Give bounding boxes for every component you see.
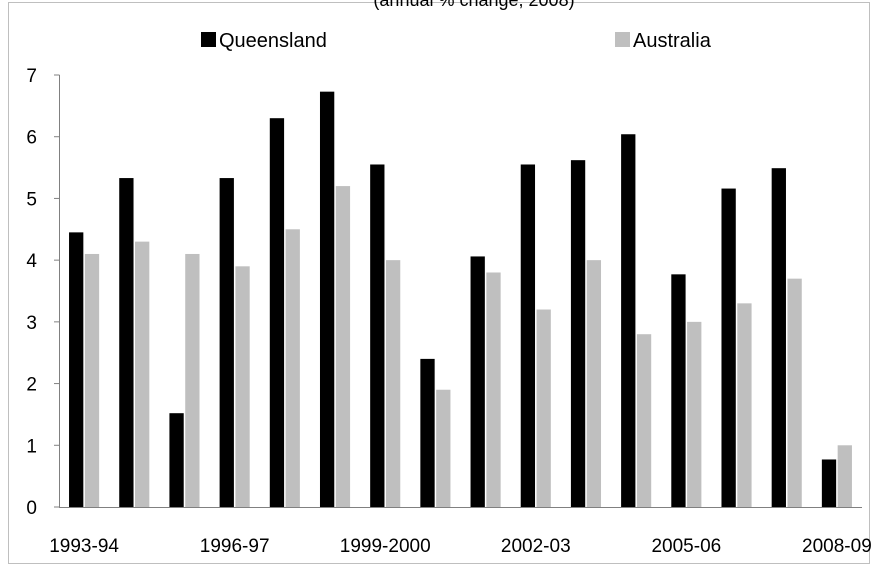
legend-label: Australia (633, 30, 712, 52)
bar-queensland (671, 274, 686, 507)
x-tick-label: 2008-09 (802, 536, 872, 557)
bar-queensland (269, 118, 285, 507)
bar-queensland (520, 164, 536, 507)
y-tick-label: 7 (26, 66, 37, 87)
bar-australia (335, 186, 351, 508)
x-tick-label: 1993-94 (49, 536, 119, 557)
y-axis: 0 1 2 3 4 5 6 7 (26, 66, 60, 519)
x-axis: 1993-94 1996-97 1999-2000 2002-03 2005-06 200… (49, 507, 872, 557)
bar-australia (486, 272, 501, 507)
bar-queensland (771, 168, 786, 507)
bar-australia (737, 303, 752, 507)
legend-swatch (615, 32, 630, 47)
bar-queensland (621, 134, 636, 507)
bar-queensland (721, 188, 736, 507)
y-tick-label: 4 (26, 251, 37, 272)
chart-title: (annual % change, 2008) (373, 0, 574, 10)
bar-queensland (169, 413, 184, 507)
bar-queensland (119, 178, 134, 507)
bars (69, 91, 852, 508)
bar-australia (536, 309, 551, 507)
bar-queensland (420, 358, 435, 507)
legend-label: Queensland (219, 30, 327, 52)
x-tick-label: 2002-03 (501, 536, 571, 557)
legend: Queensland Australia (201, 30, 712, 52)
bar-australia (285, 229, 300, 508)
bar-queensland (319, 91, 335, 508)
bar-australia (787, 278, 802, 507)
x-tick-label: 1999-2000 (340, 536, 431, 557)
y-tick-label: 0 (26, 498, 37, 519)
bar-australia (235, 266, 250, 507)
bar-queensland (821, 459, 837, 507)
y-tick-label: 2 (26, 375, 37, 396)
bar-queensland (570, 160, 586, 507)
y-tick-label: 3 (26, 313, 37, 334)
y-tick-label: 6 (26, 128, 37, 149)
bar-queensland (470, 256, 485, 507)
bar-australia (185, 253, 200, 507)
bar-australia (436, 389, 451, 507)
legend-swatch (201, 32, 216, 47)
bar-australia (586, 260, 602, 507)
bar-australia (385, 260, 401, 507)
x-tick-label: 2005-06 (651, 536, 721, 557)
bar-australia (837, 445, 852, 507)
bar-australia (687, 321, 702, 507)
bar-australia (636, 334, 652, 507)
bar-australia (135, 241, 150, 507)
bar-queensland (370, 164, 385, 507)
bar-queensland (69, 232, 84, 507)
bar-australia (84, 253, 100, 507)
y-tick-label: 5 (26, 189, 37, 210)
chart-border (8, 2, 870, 564)
y-tick-label: 1 (26, 436, 37, 457)
x-tick-label: 1996-97 (200, 536, 270, 557)
bar-queensland (219, 178, 234, 507)
